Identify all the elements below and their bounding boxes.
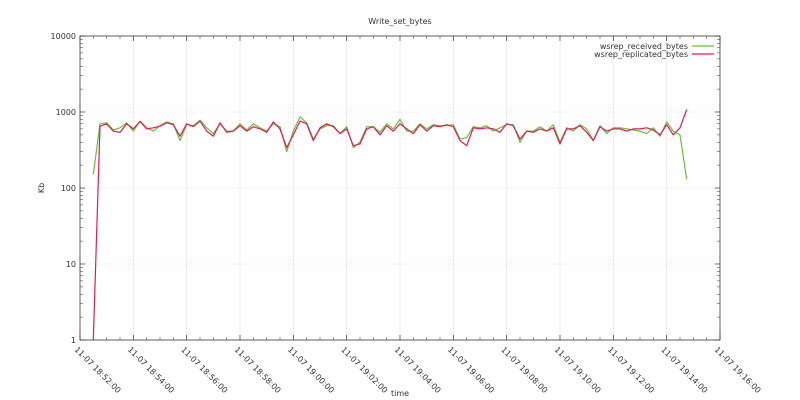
x-tick-label: 11-07 19:06:00 [446, 345, 496, 395]
grid [80, 36, 720, 340]
y-axis-label: Kb [37, 183, 46, 193]
chart-title: Write_set_bytes [368, 17, 431, 26]
series-line-wsrep_received_bytes [92, 116, 688, 180]
legend: wsrep_received_byteswsrep_replicated_byt… [594, 42, 714, 59]
y-tick-label: 1 [71, 336, 76, 345]
x-tick-label: 11-07 19:02:00 [339, 345, 389, 395]
x-tick-label: 11-07 19:10:00 [553, 345, 603, 395]
y-tick-label: 10 [66, 260, 76, 269]
x-tick-label: 11-07 19:14:00 [659, 345, 709, 395]
legend-label: wsrep_received_bytes [600, 42, 688, 51]
x-tick-label: 11-07 19:00:00 [286, 345, 336, 395]
y-tick-label: 1000 [56, 108, 76, 117]
x-tick-label: 11-07 19:08:00 [499, 345, 549, 395]
x-tick-label: 11-07 19:16:00 [713, 345, 763, 395]
x-axis-label: time [391, 389, 409, 398]
y-tick-label: 100 [61, 184, 76, 193]
x-tick-label: 11-07 19:04:00 [393, 345, 443, 395]
plot-border [79, 35, 721, 341]
x-tick-label: 11-07 19:12:00 [606, 345, 656, 395]
x-tick-label: 11-07 18:52:00 [73, 345, 123, 395]
x-tick-label: 11-07 18:54:00 [126, 345, 176, 395]
y-tick-label: 10000 [51, 32, 76, 41]
series-lines [92, 109, 688, 341]
series-line-wsrep_replicated_bytes [92, 109, 688, 341]
legend-label: wsrep_replicated_bytes [594, 50, 688, 59]
x-tick-label: 11-07 18:58:00 [233, 345, 283, 395]
x-tick-label: 11-07 18:56:00 [179, 345, 229, 395]
axes: 1 10 100 1000 10000 11-07 18:52:00 11-07 18:54… [51, 32, 763, 395]
